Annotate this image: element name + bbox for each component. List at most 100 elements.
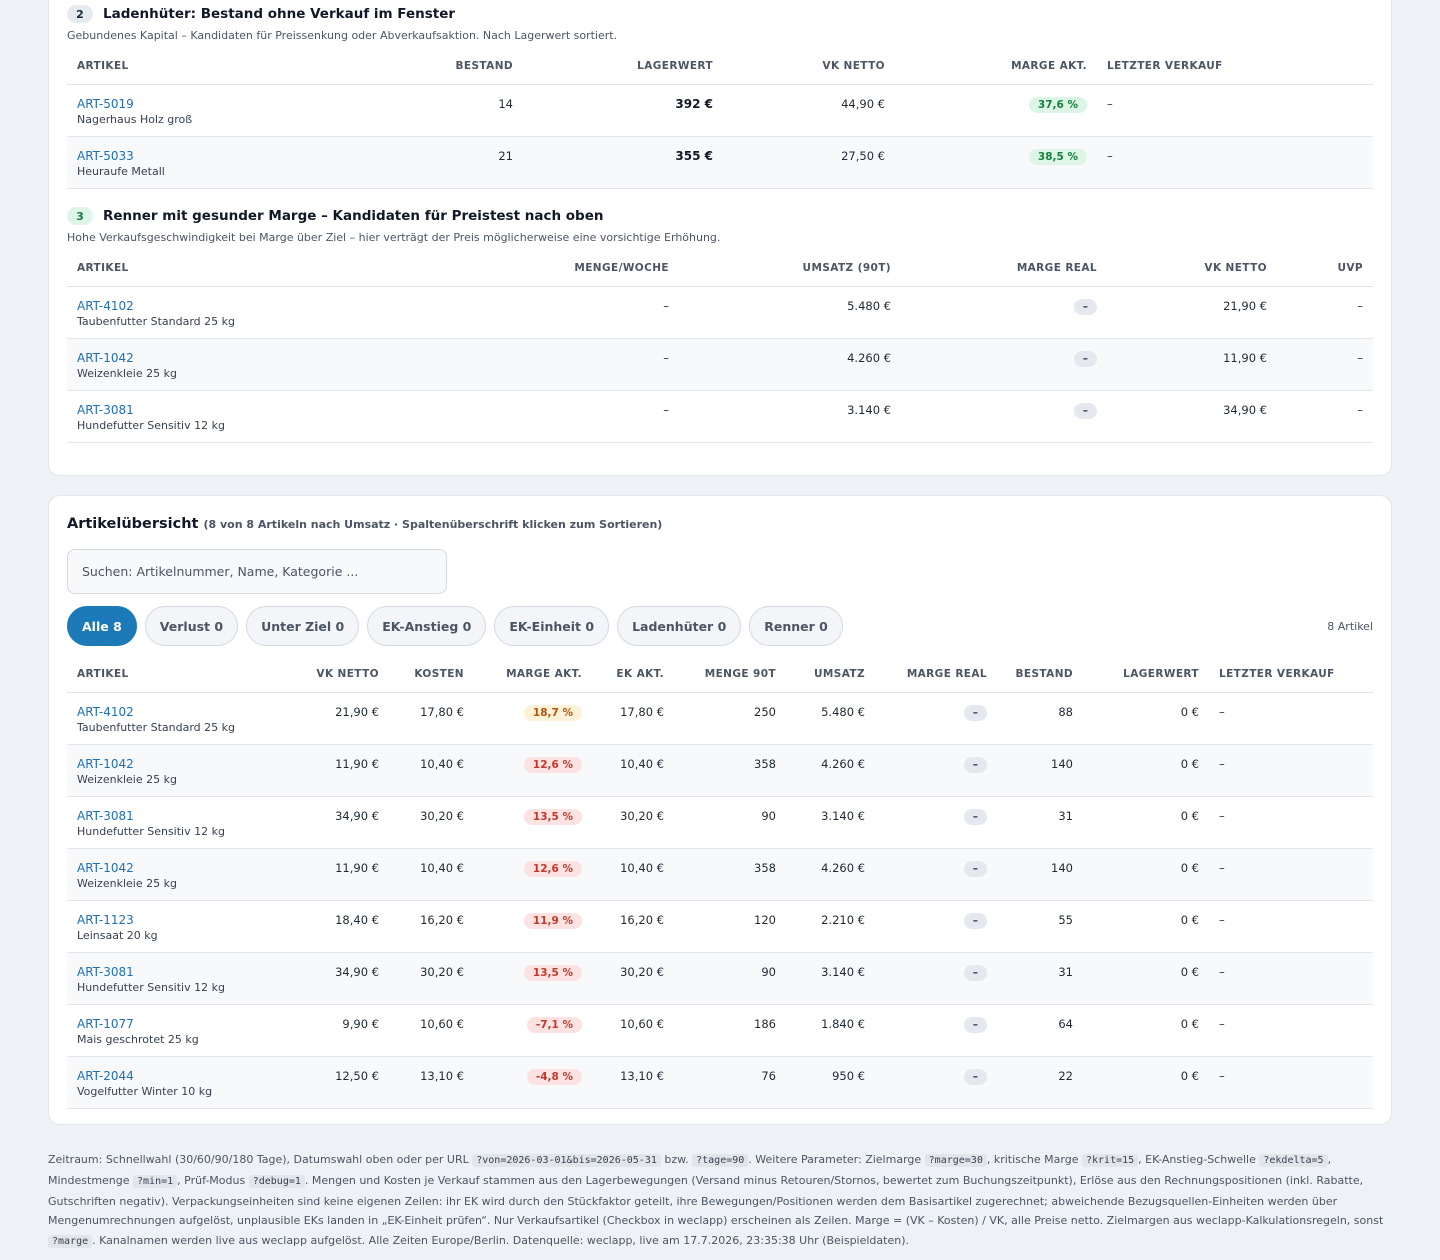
col-ek-akt[interactable]: EK akt. — [592, 656, 674, 693]
kosten-value: 30,20 € — [389, 796, 474, 849]
margin-badge: 13,5 % — [523, 808, 582, 825]
article-name: Taubenfutter Standard 25 kg — [77, 314, 235, 328]
filter-verlust[interactable]: Verlust 0 — [144, 606, 239, 646]
overview-card: Artikelübersicht (8 von 8 Artikeln nach … — [48, 495, 1392, 1125]
kosten-value: 10,40 € — [389, 744, 474, 797]
col-vk-netto[interactable]: VK netto — [299, 656, 389, 693]
article-link[interactable]: ART-1042 — [77, 860, 134, 875]
col-vk-netto[interactable]: VK netto — [1107, 250, 1277, 287]
article-link[interactable]: ART-3081 — [77, 808, 134, 823]
article-link[interactable]: ART-1077 — [77, 1016, 134, 1031]
margin-real-badge: – — [963, 808, 987, 825]
footer-text: . Kanalnamen werden live aus weclapp auf… — [92, 1234, 909, 1248]
umsatz-value: 4.260 € — [786, 744, 875, 797]
col-vk-netto[interactable]: VK netto — [723, 48, 895, 85]
lagerwert-value: 355 € — [523, 136, 723, 189]
margin-real-badge: – — [963, 1016, 987, 1033]
last-sale-value: – — [1209, 848, 1373, 901]
vk-value: 21,90 € — [1107, 286, 1277, 339]
last-sale-value: – — [1097, 136, 1373, 189]
article-link[interactable]: ART-3081 — [77, 964, 134, 979]
margin-badge: 13,5 % — [523, 964, 582, 981]
col-menge-woche[interactable]: Menge/Woche — [517, 250, 679, 287]
col-lagerwert[interactable]: Lagerwert — [523, 48, 723, 85]
filter-unter-ziel[interactable]: Unter Ziel 0 — [246, 606, 360, 646]
col-marge-real[interactable]: Marge real — [901, 250, 1107, 287]
article-link[interactable]: ART-2044 — [77, 1068, 134, 1083]
col-letzter-verkauf[interactable]: Letzter Verkauf — [1097, 48, 1373, 85]
col-bestand[interactable]: Bestand — [997, 656, 1083, 693]
vk-value: 11,90 € — [1107, 338, 1277, 391]
kosten-value: 30,20 € — [389, 952, 474, 1005]
umsatz-value: 1.840 € — [786, 1004, 875, 1057]
vk-value: 44,90 € — [723, 84, 895, 137]
url-parameter-code: ?min=1 — [133, 1174, 178, 1188]
article-name: Taubenfutter Standard 25 kg — [77, 720, 235, 734]
article-name: Hundefutter Sensitiv 12 kg — [77, 824, 225, 838]
col-marge-akt[interactable]: Marge akt. — [474, 656, 592, 693]
article-name: Leinsaat 20 kg — [77, 928, 158, 942]
vk-value: 34,90 € — [299, 952, 389, 1005]
lagerwert-value: 0 € — [1083, 1056, 1209, 1109]
col-lagerwert[interactable]: Lagerwert — [1083, 656, 1209, 693]
col-menge-90t[interactable]: Menge 90T — [674, 656, 786, 693]
filter-alle[interactable]: Alle 8 — [67, 606, 137, 646]
url-parameter-code: ?ekdelta=5 — [1259, 1154, 1328, 1167]
footer-text: , kritische Marge — [986, 1153, 1082, 1166]
article-link[interactable]: ART-4102 — [77, 298, 134, 313]
ek-value: 16,20 € — [592, 900, 674, 953]
vk-value: 11,90 € — [299, 848, 389, 901]
article-link[interactable]: ART-1042 — [77, 756, 134, 771]
ek-value: 10,40 € — [592, 848, 674, 901]
lagerwert-value: 0 € — [1083, 900, 1209, 953]
vk-value: 9,90 € — [299, 1004, 389, 1057]
footer-text: , EK-Anstieg-Schwelle — [1138, 1153, 1260, 1166]
umsatz-value: 5.480 € — [679, 286, 901, 339]
uvp-value: – — [1277, 338, 1373, 391]
search-input[interactable] — [67, 549, 447, 594]
table-row: ART-1042 Weizenkleie 25 kg 11,90 €10,40 €1… — [67, 848, 1373, 901]
url-parameter-code: ?marge=30 — [924, 1154, 987, 1167]
col-umsatz[interactable]: Umsatz (90T) — [679, 250, 901, 287]
bestand-value: 31 — [997, 952, 1083, 1005]
footer-note: Zeitraum: Schnellwahl (30/60/90/180 Tage… — [48, 1150, 1388, 1252]
col-artikel[interactable]: Artikel — [67, 656, 299, 693]
col-uvp[interactable]: UVP — [1277, 250, 1373, 287]
bestand-value: 140 — [997, 848, 1083, 901]
menge-value: 76 — [674, 1056, 786, 1109]
ek-value: 13,10 € — [592, 1056, 674, 1109]
table-row: ART-3081 Hundefutter Sensitiv 12 kg – 3.1… — [67, 390, 1373, 443]
col-letzter-verkauf[interactable]: Letzter Verkauf — [1209, 656, 1373, 693]
article-link[interactable]: ART-4102 — [77, 704, 134, 719]
col-marge-akt[interactable]: Marge akt. — [895, 48, 1097, 85]
article-link[interactable]: ART-1123 — [77, 912, 134, 927]
article-link[interactable]: ART-5033 — [77, 148, 134, 163]
filter-renner[interactable]: Renner 0 — [749, 606, 843, 646]
lagerwert-value: 0 € — [1083, 744, 1209, 797]
bestand-value: 21 — [317, 136, 523, 189]
col-umsatz[interactable]: Umsatz — [786, 656, 875, 693]
article-link[interactable]: ART-1042 — [77, 350, 134, 365]
footer-text: bzw. — [660, 1153, 693, 1166]
section-description: Gebundenes Kapital – Kandidaten für Prei… — [67, 29, 618, 42]
lagerwert-value: 0 € — [1083, 796, 1209, 849]
last-sale-value: – — [1097, 84, 1373, 137]
filter-ladenhueter[interactable]: Ladenhüter 0 — [617, 606, 742, 646]
filter-ek-anstieg[interactable]: EK-Anstieg 0 — [367, 606, 487, 646]
col-artikel[interactable]: Artikel — [67, 250, 517, 287]
article-name: Hundefutter Sensitiv 12 kg — [77, 418, 225, 432]
col-kosten[interactable]: Kosten — [389, 656, 474, 693]
article-link[interactable]: ART-5019 — [77, 96, 134, 111]
filter-ek-einheit[interactable]: EK-Einheit 0 — [494, 606, 610, 646]
section-number: 2 — [67, 5, 93, 23]
col-bestand[interactable]: Bestand — [317, 48, 523, 85]
article-link[interactable]: ART-3081 — [77, 402, 134, 417]
last-sale-value: – — [1209, 1056, 1373, 1109]
col-marge-real[interactable]: Marge real — [875, 656, 997, 693]
kosten-value: 13,10 € — [389, 1056, 474, 1109]
section-title: Ladenhüter: Bestand ohne Verkauf im Fens… — [103, 6, 456, 22]
margin-badge: 37,6 % — [1028, 96, 1087, 113]
menge-value: 120 — [674, 900, 786, 953]
col-artikel[interactable]: Artikel — [67, 48, 317, 85]
bestand-value: 55 — [997, 900, 1083, 953]
